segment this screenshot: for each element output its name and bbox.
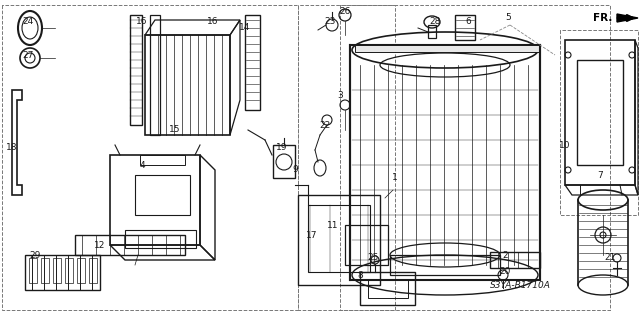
Bar [65, 258, 73, 283]
Text: 19: 19 [276, 143, 288, 153]
Text: 15: 15 [169, 125, 180, 134]
Text: 11: 11 [327, 220, 339, 229]
Polygon shape [617, 14, 638, 22]
Text: 6: 6 [465, 18, 471, 27]
Text: 4: 4 [139, 161, 145, 170]
Bar [29, 258, 37, 283]
Text: 21: 21 [604, 253, 616, 262]
Text: 27: 27 [22, 51, 34, 60]
Text: 12: 12 [94, 241, 106, 250]
Polygon shape [355, 45, 540, 52]
Text: 9: 9 [292, 165, 298, 174]
Text: 3: 3 [337, 91, 343, 100]
Text: 1: 1 [392, 173, 398, 182]
Bar [53, 258, 61, 283]
Text: 24: 24 [22, 18, 34, 27]
Text: 23: 23 [324, 18, 336, 27]
Text: 28: 28 [429, 18, 441, 27]
Text: 22: 22 [319, 121, 331, 130]
Text: 20: 20 [499, 268, 511, 276]
Text: 25: 25 [367, 253, 379, 262]
Text: 14: 14 [239, 23, 251, 33]
Text: 16: 16 [136, 18, 148, 27]
Text: 18: 18 [6, 143, 18, 153]
Text: FR.: FR. [593, 13, 612, 23]
Text: 8: 8 [357, 270, 363, 279]
Text: 2: 2 [502, 251, 508, 260]
Text: 16: 16 [207, 18, 219, 27]
Text: 17: 17 [307, 230, 317, 239]
Text: 26: 26 [339, 7, 351, 17]
Bar [77, 258, 85, 283]
Bar [41, 258, 49, 283]
Bar [89, 258, 97, 283]
Text: 5: 5 [505, 13, 511, 22]
Text: 29: 29 [29, 251, 41, 260]
Text: 10: 10 [559, 140, 571, 149]
Text: S3YA-B1710A: S3YA-B1710A [490, 281, 550, 290]
Text: 7: 7 [597, 171, 603, 180]
